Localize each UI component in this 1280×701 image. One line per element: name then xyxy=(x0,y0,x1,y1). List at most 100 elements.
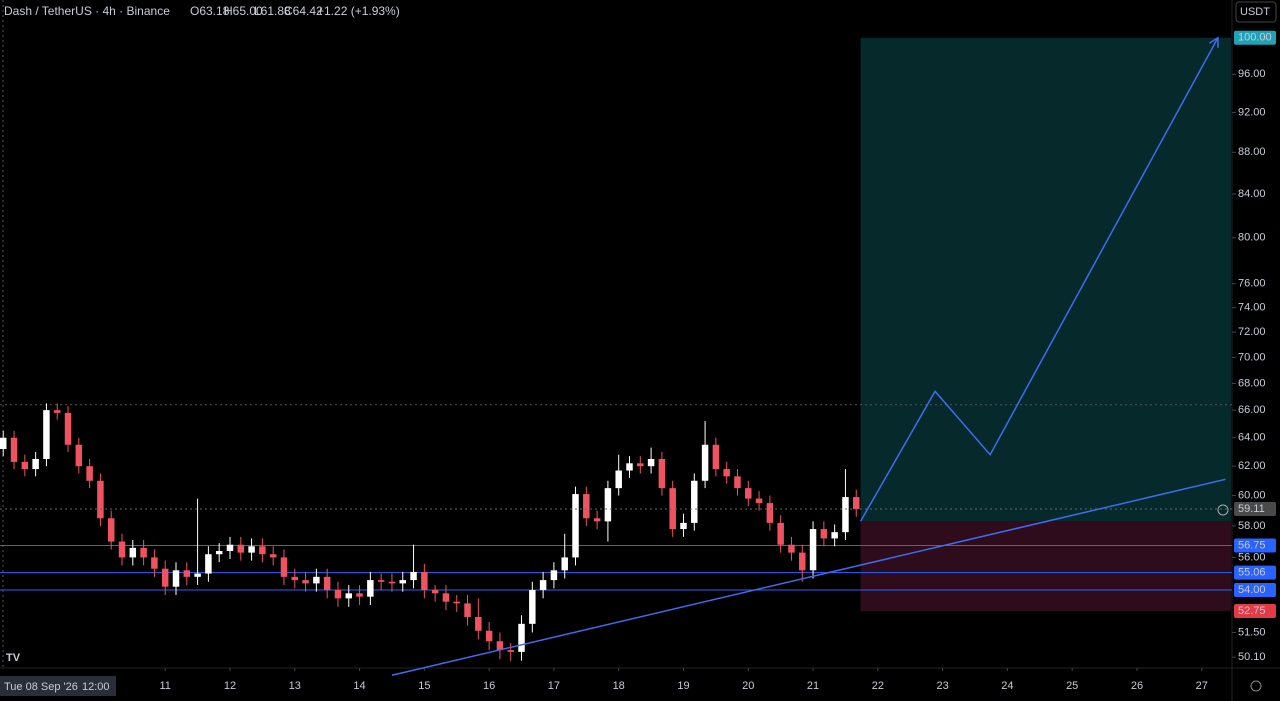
candle-body xyxy=(118,541,126,558)
candle-body xyxy=(496,641,504,651)
candle-body xyxy=(615,470,622,489)
y-tick-label: 92.00 xyxy=(1238,106,1266,118)
x-tick-label: 21 xyxy=(807,680,819,692)
stop-label-box xyxy=(1234,604,1276,619)
candle-body xyxy=(43,410,50,459)
y-tick-label: 76.00 xyxy=(1238,278,1266,290)
candle-body xyxy=(129,547,137,558)
candle-body xyxy=(442,593,450,602)
candle-body xyxy=(161,568,169,587)
x-tick-label: 11 xyxy=(159,680,170,692)
ohlc-value: O63.18 xyxy=(190,4,230,18)
candle-body xyxy=(529,590,536,624)
y-tick-label: 56.00 xyxy=(1238,551,1266,563)
candle-body xyxy=(356,593,363,597)
x-tick-label: 17 xyxy=(548,680,560,692)
crosshair-time: 12:00 xyxy=(82,681,110,693)
candle-body xyxy=(799,552,806,571)
candle-body xyxy=(237,544,245,553)
candle-body xyxy=(431,590,439,594)
candle-body xyxy=(691,480,698,523)
candle-body xyxy=(388,581,396,584)
candle-body xyxy=(172,570,180,587)
candle-body xyxy=(766,503,774,523)
candle-body xyxy=(302,580,309,584)
candle-body xyxy=(194,573,201,577)
y-tick-label: 68.00 xyxy=(1238,377,1266,389)
currency-button[interactable] xyxy=(1235,1,1277,23)
y-tick-label: 74.00 xyxy=(1238,302,1266,314)
candle-body xyxy=(507,650,514,652)
candle-body xyxy=(593,518,601,522)
y-tick-label: 70.00 xyxy=(1238,351,1266,363)
y-tick-label: 51.50 xyxy=(1238,626,1266,638)
y-tick-label: 96.00 xyxy=(1238,68,1266,80)
x-tick-label: 23 xyxy=(937,680,949,692)
x-tick-label: 18 xyxy=(613,680,625,692)
logo: TV xyxy=(6,652,21,664)
candle-body xyxy=(10,437,18,462)
add-icon[interactable] xyxy=(1217,504,1229,516)
candle-body xyxy=(367,580,374,597)
x-tick-label: 14 xyxy=(353,680,365,692)
candle-body xyxy=(647,458,655,467)
ohlc-value: +1.22 (+1.93%) xyxy=(317,4,400,18)
stop-label: 52.75 xyxy=(1238,605,1266,617)
level-label-box xyxy=(1234,565,1276,580)
x-tick-label: 27 xyxy=(1196,680,1208,692)
candle-body xyxy=(831,532,838,539)
ohlc-value: L61.88 xyxy=(254,4,291,18)
trend-line xyxy=(391,478,1226,677)
candle-body xyxy=(86,466,93,481)
projection-path xyxy=(859,37,1219,522)
x-tick-label: 12 xyxy=(224,680,236,692)
candle-body xyxy=(0,437,7,450)
y-tick-label: 80.00 xyxy=(1238,232,1266,244)
candle-body xyxy=(561,557,568,571)
currency-label[interactable]: USDT xyxy=(1240,6,1270,18)
candle-body xyxy=(485,630,493,642)
candle-body xyxy=(377,580,385,582)
candle-body xyxy=(421,571,428,591)
candle-body xyxy=(788,544,795,553)
candle-body xyxy=(583,494,590,519)
ohlc-value: C64.42 xyxy=(284,4,323,18)
y-tick-label: 60.00 xyxy=(1238,489,1266,501)
candle-body xyxy=(777,522,784,545)
x-tick-label: 25 xyxy=(1066,680,1078,692)
candle-body xyxy=(539,580,547,591)
candle-body xyxy=(140,547,147,558)
target-label-box xyxy=(1234,30,1276,45)
x-tick-label: 20 xyxy=(742,680,754,692)
y-tick-label: 72.00 xyxy=(1238,326,1266,338)
candle-body xyxy=(21,461,29,470)
y-tick-label: 50.10 xyxy=(1238,651,1266,663)
candle-body xyxy=(97,480,104,519)
candle-body xyxy=(215,551,223,555)
candle-body xyxy=(323,576,331,591)
candle-body xyxy=(64,412,72,445)
x-tick-label: 22 xyxy=(872,680,884,692)
candle-body xyxy=(518,623,525,652)
y-tick-label: 62.00 xyxy=(1238,460,1266,472)
ohlc-value: H65.00 xyxy=(224,4,263,18)
level-label: 54.00 xyxy=(1238,584,1266,596)
candle-body xyxy=(464,603,471,617)
candle-body xyxy=(410,571,417,581)
candle-body xyxy=(723,469,730,477)
candle-body xyxy=(53,410,61,413)
candle-body xyxy=(712,444,720,470)
candle-body xyxy=(680,522,687,530)
candle-body xyxy=(669,488,676,530)
candle-body xyxy=(453,601,460,604)
candle-body xyxy=(345,593,352,599)
candle-body xyxy=(604,488,612,522)
y-tick-label: 88.00 xyxy=(1238,146,1266,158)
settings-icon[interactable] xyxy=(1250,680,1262,692)
candle-body xyxy=(280,557,288,577)
symbol: Dash / TetherUS · 4h · Binance xyxy=(4,4,170,18)
level-label-box xyxy=(1234,538,1276,553)
candle-body xyxy=(853,497,860,510)
